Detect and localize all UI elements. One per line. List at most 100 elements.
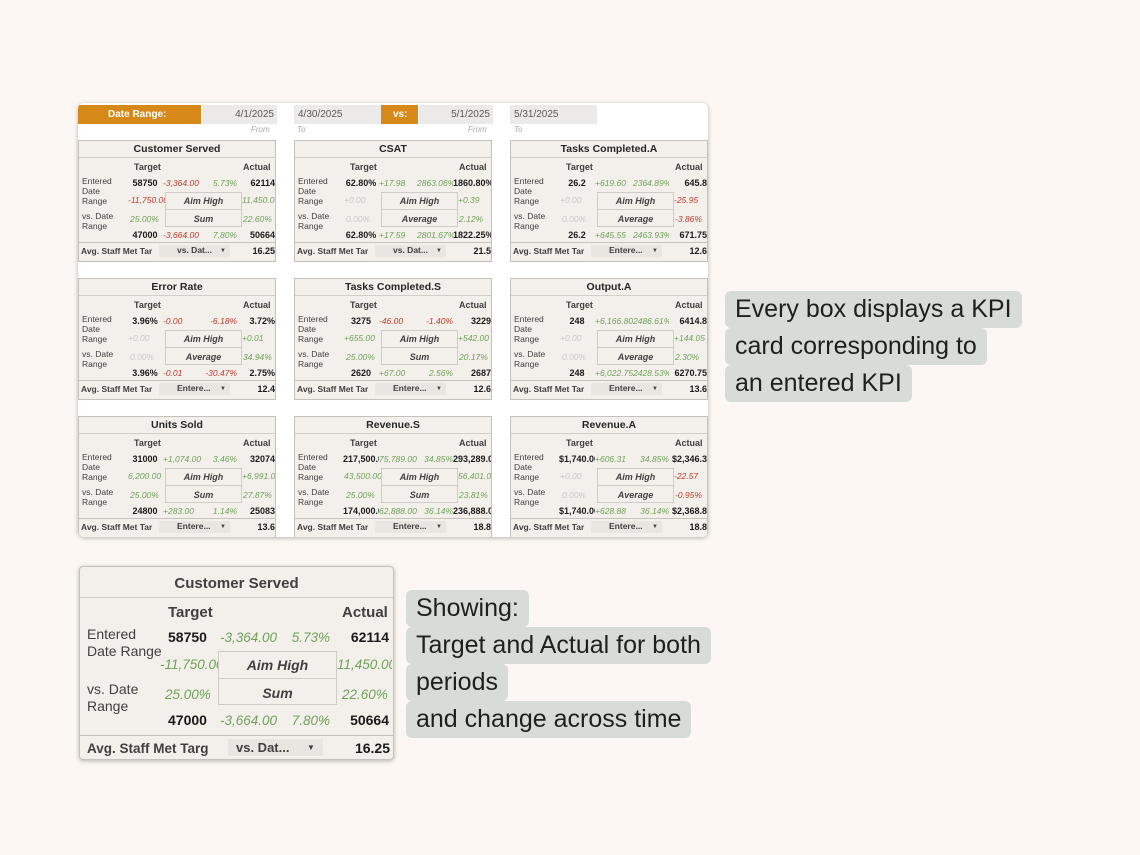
actual-pct: 2.12% [459,214,484,224]
kpi-card: Error Rate Target Actual Entered Date Ra… [78,278,276,400]
target-value-1: 3275 [350,316,372,326]
target-pct-1: 2364.89% [633,178,669,188]
zoom-aim-direction: Aim High [246,657,309,673]
zoom-vs-date-range-label: vs. Date Range [87,681,139,714]
callout-line: periods [406,664,508,701]
target-change: +655.00 [344,333,375,343]
entered-date-range-label: Entered Date Range [514,176,544,206]
chevron-down-icon: ▼ [220,248,226,254]
avg-staff-label: Avg. Staff Met Targ [513,522,584,532]
zoom-target-2: 47000 [168,712,207,728]
period-dropdown[interactable]: Entere... ▼ [591,245,662,257]
target-value-2: 248 [569,368,585,378]
target-value-1: $1,740.00 [559,454,595,464]
aim-direction: Aim High [615,472,656,482]
vs-from-sub-label: From [468,125,487,134]
target-header: Target [566,438,593,448]
aggregation-method: Sum [409,352,430,362]
kpi-card-footer: Avg. Staff Met Targ vs. Dat... ▼ 21.5 [295,242,491,261]
vs-date-range-label: vs. Date Range [82,211,114,231]
actual-value-2: 1822.25% [453,230,491,240]
aim-direction: Aim High [615,196,656,206]
target-delta-2: 62,888.00 [379,506,417,516]
zoom-actual-2: 50664 [350,712,389,728]
vs-to-date-input[interactable]: 5/31/2025 [509,105,597,124]
period-dropdown[interactable]: Entere... ▼ [375,383,446,395]
target-value-2: 26.2 [568,230,586,240]
target-delta-1: -0.00 [163,316,183,326]
chevron-down-icon: ▼ [652,386,658,392]
kpi-card-footer: Avg. Staff Met Targ Entere... ▼ 18.8 [295,518,491,537]
actual-change: +6,991.00 [242,471,276,481]
aggregation-method: Average [185,352,222,362]
kpi-card-title: Error Rate [151,281,203,293]
period-dropdown[interactable]: Entere... ▼ [159,383,230,395]
target-header: Target [350,300,377,310]
period-dropdown[interactable]: Entere... ▼ [591,521,662,533]
target-change: +0.00 [560,471,582,481]
kpi-card-footer: Avg. Staff Met Targ Entere... ▼ 18.8 [511,518,707,537]
zoom-actual-change: 11,450.00 [337,657,392,672]
target-header: Target [350,162,377,172]
target-delta-2: +6,022.75 [595,368,633,378]
zoom-period-dropdown[interactable]: vs. Dat... ▼ [228,739,323,756]
kpi-card-title: CSAT [379,143,407,155]
target-pct: 0.00% [130,352,155,362]
actual-value-1: 3229 [470,316,491,326]
target-header: Target [134,300,161,310]
chevron-down-icon: ▼ [436,386,442,392]
aggregation-method: Average [401,214,438,224]
avg-staff-label: Avg. Staff Met Targ [297,522,368,532]
avg-staff-value: 21.5 [473,246,491,256]
period-dropdown[interactable]: Entere... ▼ [159,521,230,533]
target-value-1: 58750 [132,178,158,188]
avg-staff-label: Avg. Staff Met Targ [297,246,368,256]
target-change: -11,750.00 [128,195,165,205]
period-dropdown[interactable]: Entere... ▼ [375,521,446,533]
actual-value-2: 671.75 [679,230,707,240]
zoom-delta-2: -3,664.00 [220,713,278,728]
actual-change: -25.95 [674,195,699,205]
actual-change: +542.00 [458,333,489,343]
kpi-card-zoom: Customer Served Target Actual Entered Da… [79,566,394,760]
chevron-down-icon: ▼ [436,248,442,254]
target-pct-1: 3.46% [212,454,237,464]
callout-line: Target and Actual for both [406,627,711,664]
target-delta-1: -3,364.00 [163,178,199,188]
period-dropdown-value: Entere... [177,383,211,393]
actual-value-2: 2687 [470,368,491,378]
to-date-input[interactable]: 4/30/2025 [293,105,381,124]
target-value-2: 47000 [132,230,158,240]
target-value-2: 2620 [350,368,372,378]
aim-direction: Aim High [399,472,440,482]
from-date-input[interactable]: 4/1/2025 [201,105,277,124]
kpi-card-title: Units Sold [151,419,203,431]
target-pct: 0.00% [562,352,587,362]
date-range-label: Date Range: [78,105,201,124]
target-pct-2: -30.47% [205,368,237,378]
aggregation-method: Average [617,490,654,500]
avg-staff-label: Avg. Staff Met Targ [297,384,368,394]
target-pct-1: 34.85% [640,454,669,464]
kpi-card-footer: Avg. Staff Met Targ Entere... ▼ 13.6 [79,518,275,537]
aim-direction: Aim High [615,334,656,344]
period-dropdown[interactable]: vs. Dat... ▼ [375,245,446,257]
period-dropdown-value: Entere... [393,521,427,531]
period-dropdown-value: Entere... [177,521,211,531]
actual-header: Actual [675,162,703,172]
chevron-down-icon: ▼ [652,248,658,254]
target-change: +0.00 [560,195,582,205]
period-dropdown[interactable]: vs. Dat... ▼ [159,245,230,257]
vs-from-date-input[interactable]: 5/1/2025 [418,105,493,124]
target-delta-2: +283.00 [163,506,194,516]
vs-date-range-label: vs. Date Range [298,211,330,231]
zoom-avg-staff-label: Avg. Staff Met Targ [87,741,209,756]
actual-change: +0.01 [242,333,264,343]
actual-header: Actual [459,300,487,310]
target-pct-2: 7.80% [212,230,237,240]
period-dropdown[interactable]: Entere... ▼ [591,383,662,395]
actual-pct: 2.30% [675,352,700,362]
target-value-2: 62.80% [345,230,377,240]
target-value-2: 24800 [132,506,158,516]
actual-header: Actual [243,162,271,172]
